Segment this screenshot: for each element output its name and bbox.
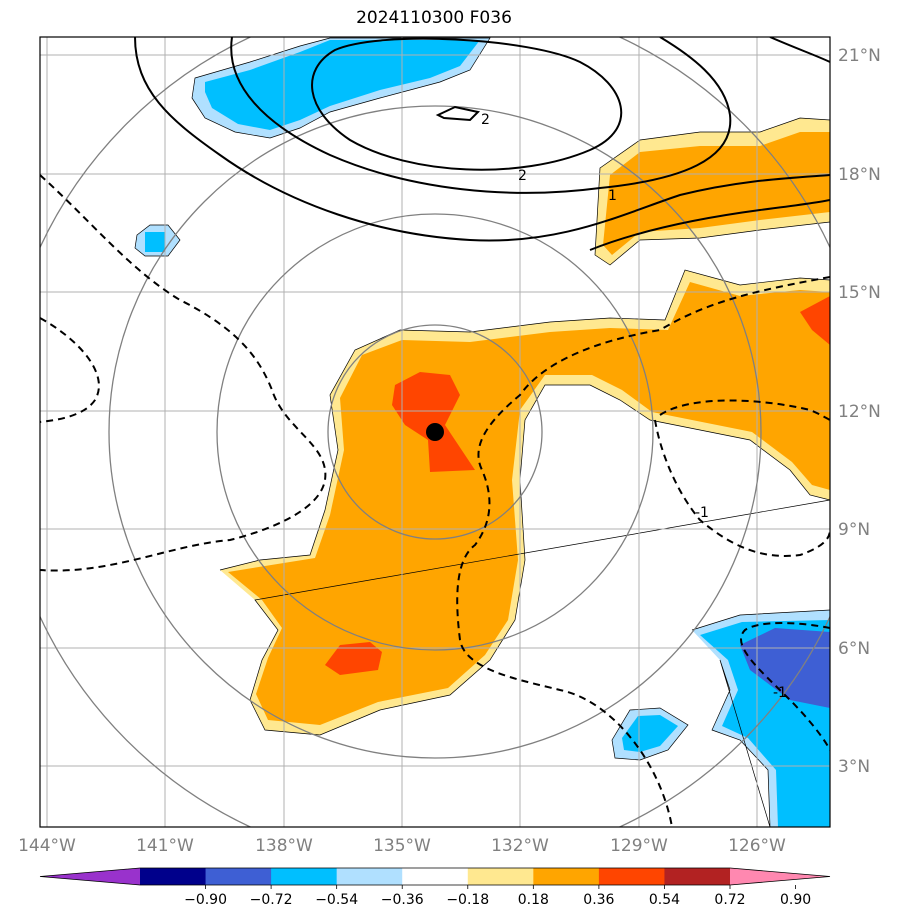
lon-labels: 144°W 141°W 138°W 135°W 132°W 129°W 126°… — [18, 836, 786, 856]
lon-label: 126°W — [728, 836, 786, 856]
contour-label-2b: 2 — [518, 168, 527, 184]
colorbar-segment — [467, 868, 534, 885]
map-title: 2024110300 F036 — [356, 8, 512, 28]
lon-label: 135°W — [373, 836, 431, 856]
contour-label-neg1b: -1 — [773, 685, 787, 701]
contour-label-2a: 2 — [481, 112, 490, 128]
lat-label: 18°N — [838, 165, 881, 185]
colorbar-outline — [39, 867, 831, 886]
colorbar-tick-label: 0.36 — [583, 892, 614, 908]
lon-label: 132°W — [491, 836, 549, 856]
positive-contours — [134, 37, 830, 251]
colorbar-tick-label: 0.54 — [649, 892, 680, 908]
colorbar-segment — [402, 868, 469, 885]
colorbar-tick-label: 0.18 — [518, 892, 549, 908]
contour-label-1: 1 — [608, 188, 617, 204]
colorbar-tick-label: −0.54 — [315, 892, 358, 908]
lon-label: 144°W — [18, 836, 76, 856]
map-frame — [39, 36, 831, 828]
lat-label: 3°N — [838, 757, 870, 777]
lat-label: 12°N — [838, 402, 881, 422]
lat-label: 9°N — [838, 520, 870, 540]
lat-label: 21°N — [838, 46, 881, 66]
colorbar-extend-max — [730, 868, 830, 885]
lon-label: 138°W — [255, 836, 313, 856]
colorbar-tick-label: 0.90 — [780, 892, 811, 908]
colorbar-segment — [140, 868, 207, 885]
lat-label: 6°N — [838, 639, 870, 659]
anomaly-fills — [135, 38, 830, 827]
colorbar-tick-label: 0.72 — [714, 892, 745, 908]
storm-center-marker — [426, 423, 444, 441]
colorbar-tick-label: −0.36 — [381, 892, 424, 908]
colorbar-segment — [205, 868, 272, 885]
colorbar-tick-label: −0.90 — [184, 892, 227, 908]
anomaly-outlines — [134, 37, 830, 827]
lat-labels: 21°N 18°N 15°N 12°N 9°N 6°N 3°N — [838, 46, 881, 777]
colorbar: −0.90 −0.72 −0.54 −0.36 −0.18 0.18 0.36 0.54 0.7… — [39, 867, 831, 908]
range-rings — [40, 37, 830, 827]
contour-label-neg1a: -1 — [695, 505, 709, 521]
colorbar-segment — [336, 868, 403, 885]
colorbar-segment — [664, 868, 731, 885]
colorbar-tick-label: −0.72 — [250, 892, 293, 908]
contour-labels: 2 2 1 -1 -1 — [481, 112, 787, 701]
colorbar-tick-label: −0.18 — [446, 892, 489, 908]
colorbar-segment — [598, 868, 665, 885]
lat-label: 15°N — [838, 283, 881, 303]
negative-contours — [40, 174, 830, 827]
lon-label: 141°W — [136, 836, 194, 856]
lon-label: 129°W — [610, 836, 668, 856]
colorbar-extend-min — [40, 868, 140, 885]
colorbar-segment — [271, 868, 338, 885]
map-area: 2 2 1 -1 -1 — [40, 37, 830, 827]
colorbar-segment — [533, 868, 600, 885]
graticule — [40, 37, 830, 827]
